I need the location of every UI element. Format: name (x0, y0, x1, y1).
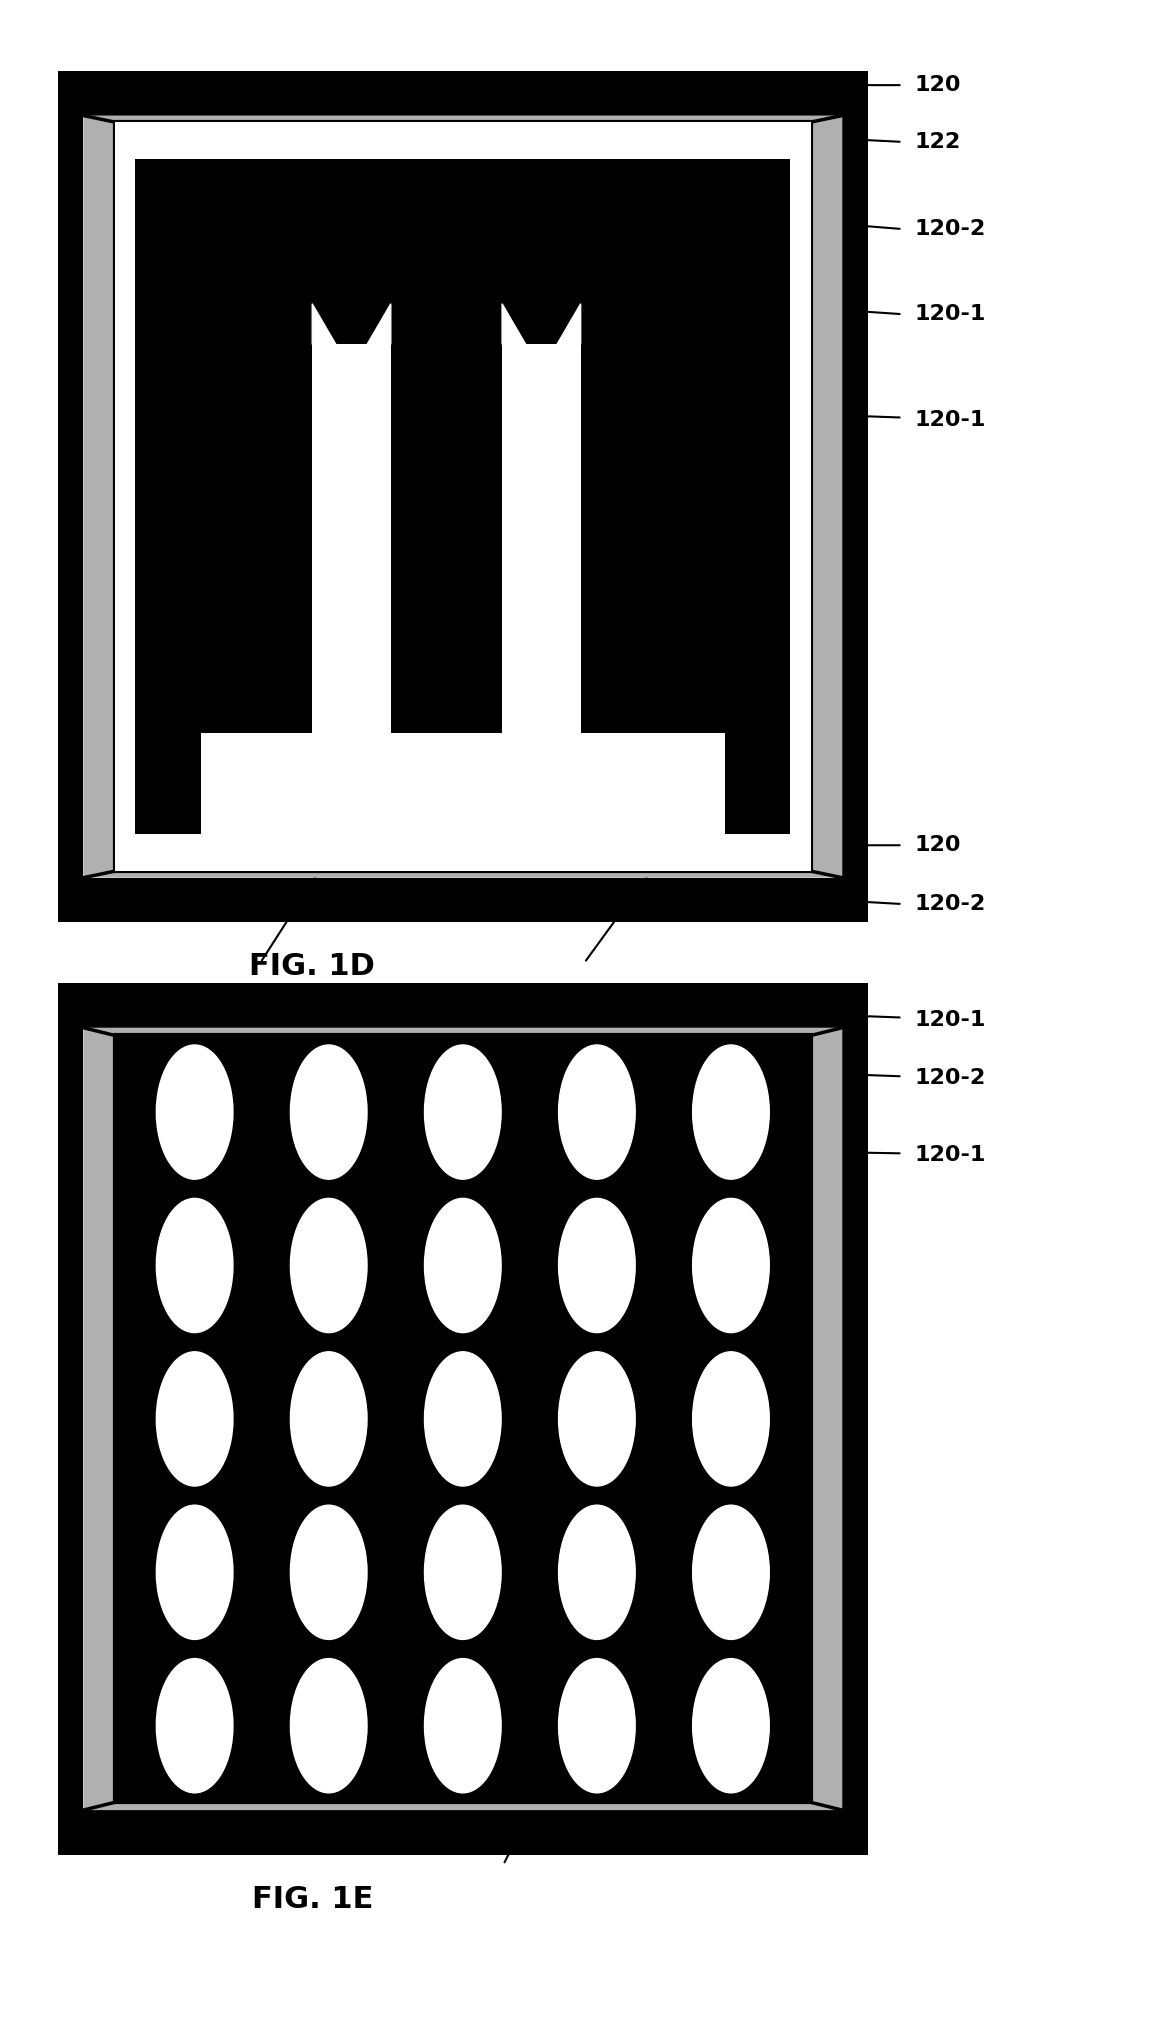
Text: 120-2: 120-2 (914, 894, 986, 914)
Polygon shape (557, 304, 581, 345)
Polygon shape (83, 1028, 115, 1810)
Circle shape (290, 1352, 367, 1486)
Polygon shape (83, 116, 115, 878)
Circle shape (559, 1198, 635, 1332)
Text: 120: 120 (914, 75, 960, 95)
Circle shape (425, 1046, 501, 1180)
Text: 120: 120 (793, 1287, 839, 1307)
Polygon shape (83, 116, 842, 122)
Text: 120: 120 (914, 835, 960, 855)
Circle shape (156, 1198, 233, 1332)
Circle shape (425, 1506, 501, 1640)
Circle shape (693, 1352, 769, 1486)
Polygon shape (83, 872, 842, 878)
Bar (115, 1036, 811, 1802)
Text: 120: 120 (388, 734, 434, 754)
Circle shape (559, 1658, 635, 1792)
Circle shape (559, 1506, 635, 1640)
Text: 122: 122 (717, 734, 764, 754)
Bar (115, 122, 811, 872)
Circle shape (290, 1046, 367, 1180)
Bar (201, 732, 724, 833)
Bar (83, 1028, 842, 1810)
Bar (115, 1036, 811, 1802)
Circle shape (425, 1352, 501, 1486)
Text: 120-1: 120-1 (914, 304, 986, 324)
Circle shape (559, 1046, 635, 1180)
Polygon shape (811, 1028, 842, 1810)
Circle shape (693, 1046, 769, 1180)
Polygon shape (83, 1802, 842, 1810)
Circle shape (290, 1506, 367, 1640)
Text: 120-2: 120-2 (914, 219, 986, 239)
Bar (83, 116, 842, 878)
Text: 120-1: 120-1 (914, 1009, 986, 1030)
Text: 122: 122 (914, 132, 960, 152)
Text: 120-2: 120-2 (914, 1068, 986, 1088)
Bar (312, 345, 391, 833)
Text: FIG. 1D: FIG. 1D (250, 953, 375, 981)
Circle shape (693, 1658, 769, 1792)
Bar (502, 345, 581, 833)
Circle shape (693, 1198, 769, 1332)
Circle shape (425, 1658, 501, 1792)
Bar (58, 983, 868, 1855)
Circle shape (156, 1352, 233, 1486)
Polygon shape (83, 1028, 842, 1036)
Polygon shape (367, 304, 391, 345)
Circle shape (425, 1198, 501, 1332)
Bar (115, 122, 811, 872)
Circle shape (559, 1352, 635, 1486)
Polygon shape (502, 304, 525, 345)
Text: 120-1: 120-1 (914, 1145, 986, 1166)
Bar (135, 160, 790, 833)
Circle shape (290, 1658, 367, 1792)
Circle shape (156, 1658, 233, 1792)
Bar (58, 71, 868, 922)
Circle shape (290, 1198, 367, 1332)
Polygon shape (811, 116, 842, 878)
Polygon shape (312, 304, 336, 345)
Text: FIG. 1E: FIG. 1E (252, 1885, 373, 1913)
Circle shape (156, 1506, 233, 1640)
Text: 120-1: 120-1 (914, 409, 986, 430)
Circle shape (156, 1046, 233, 1180)
Circle shape (693, 1506, 769, 1640)
